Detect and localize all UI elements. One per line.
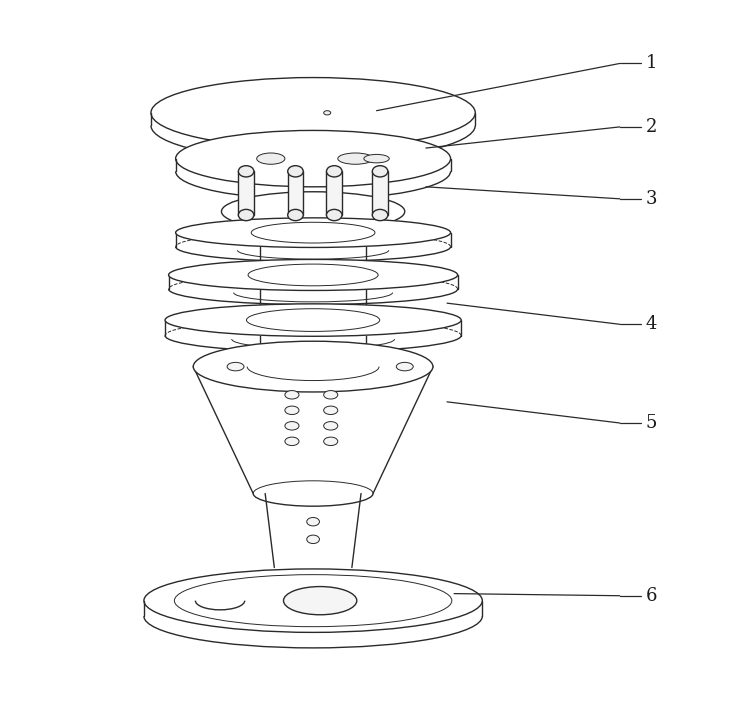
Text: 3: 3 — [646, 190, 658, 208]
Ellipse shape — [324, 437, 338, 446]
Polygon shape — [372, 171, 388, 215]
Ellipse shape — [324, 111, 331, 115]
Text: 1: 1 — [646, 54, 658, 73]
Ellipse shape — [364, 154, 389, 163]
Ellipse shape — [324, 391, 338, 399]
Polygon shape — [165, 320, 461, 336]
Text: 4: 4 — [646, 315, 657, 333]
Polygon shape — [194, 363, 253, 493]
Polygon shape — [144, 601, 483, 616]
Text: 6: 6 — [646, 587, 658, 605]
Polygon shape — [168, 275, 457, 289]
Ellipse shape — [396, 362, 413, 371]
Polygon shape — [176, 159, 451, 164]
Ellipse shape — [176, 130, 451, 187]
Ellipse shape — [324, 422, 338, 430]
Ellipse shape — [165, 304, 461, 336]
Ellipse shape — [151, 78, 475, 148]
Ellipse shape — [176, 218, 451, 247]
Ellipse shape — [327, 209, 342, 221]
Polygon shape — [239, 171, 254, 215]
Ellipse shape — [285, 406, 299, 415]
Ellipse shape — [287, 209, 303, 221]
Ellipse shape — [324, 406, 338, 415]
Ellipse shape — [239, 209, 254, 221]
Ellipse shape — [372, 166, 388, 177]
Ellipse shape — [284, 587, 357, 615]
Ellipse shape — [256, 153, 285, 164]
Ellipse shape — [285, 437, 299, 446]
Ellipse shape — [372, 209, 388, 221]
Ellipse shape — [338, 153, 373, 164]
Ellipse shape — [168, 259, 457, 290]
Ellipse shape — [227, 362, 244, 371]
Ellipse shape — [144, 569, 483, 632]
Polygon shape — [373, 363, 433, 493]
Ellipse shape — [239, 166, 254, 177]
Text: 2: 2 — [646, 118, 657, 136]
Ellipse shape — [285, 422, 299, 430]
Polygon shape — [260, 215, 366, 388]
Polygon shape — [151, 116, 475, 125]
Ellipse shape — [194, 341, 433, 392]
Polygon shape — [327, 171, 342, 215]
Polygon shape — [287, 171, 303, 215]
Text: 5: 5 — [646, 414, 657, 432]
Ellipse shape — [307, 517, 319, 526]
Ellipse shape — [222, 192, 405, 231]
Ellipse shape — [327, 166, 342, 177]
Ellipse shape — [307, 535, 319, 544]
Ellipse shape — [285, 391, 299, 399]
Ellipse shape — [287, 166, 303, 177]
Polygon shape — [176, 233, 451, 247]
